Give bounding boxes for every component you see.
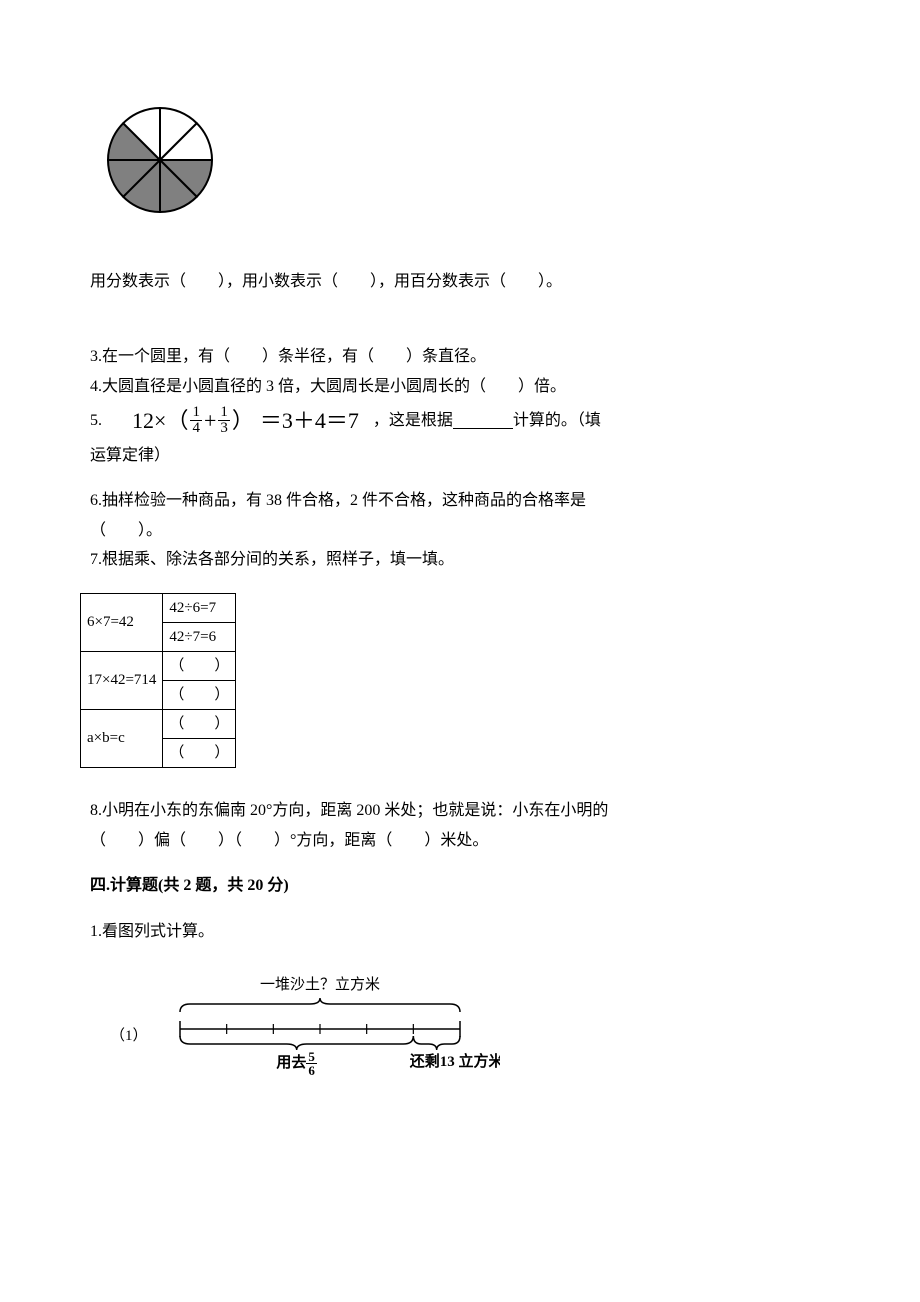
q5-suffix: ，这是根据 bbox=[373, 408, 453, 434]
q5-fraction-2: 1 3 bbox=[218, 405, 230, 436]
table-row: 17×42=714（ ） bbox=[81, 651, 236, 680]
q5-f1-num: 1 bbox=[190, 405, 202, 421]
question-3: 3.在一个圆里，有（ ）条半径，有（ ）条直径。 bbox=[90, 344, 830, 370]
table-row: 6×7=4242÷6=7 bbox=[81, 593, 236, 622]
q5-rparen: ） bbox=[232, 403, 254, 438]
table-cell: （ ） bbox=[163, 738, 236, 767]
question-6-line2: （ ）。 bbox=[90, 518, 830, 544]
table-cell: 6×7=42 bbox=[81, 593, 163, 651]
q5-eq: ＝3＋4＝7 bbox=[260, 403, 359, 438]
q5-f2-den: 3 bbox=[218, 421, 230, 436]
pie-chart-figure bbox=[100, 100, 830, 229]
q5-blank bbox=[453, 413, 513, 429]
q5-tail: 计算的。（填 bbox=[513, 408, 601, 434]
question-8-line2: （ ）偏（ ）（ ）°方向，距离（ ）米处。 bbox=[90, 828, 830, 854]
question-2-text: 用分数表示（ ），用小数表示（ ），用百分数表示（ ）。 bbox=[90, 269, 830, 295]
svg-text:还剩13 立方米: 还剩13 立方米 bbox=[409, 1052, 500, 1070]
sand-diagram-svg: 一堆沙土？立方米用去56还剩13 立方米 bbox=[160, 974, 500, 1084]
question-8-line1: 8.小明在小东的东偏南 20°方向，距离 200 米处；也就是说：小东在小明的 bbox=[90, 798, 830, 824]
q5-f1-den: 4 bbox=[190, 421, 202, 436]
table-cell: 42÷7=6 bbox=[163, 622, 236, 651]
table-cell: （ ） bbox=[163, 709, 236, 738]
q5-next-line: 运算定律） bbox=[90, 443, 830, 469]
table-row: a×b=c（ ） bbox=[81, 709, 236, 738]
q5-formula: 12× （ 1 4 + 1 3 ） ＝3＋4＝7 bbox=[132, 403, 359, 438]
question-4: 4.大圆直径是小圆直径的 3 倍，大圆周长是小圆周长的（ ）倍。 bbox=[90, 374, 830, 400]
sand-diagram: （1） 一堆沙土？立方米用去56还剩13 立方米 bbox=[160, 974, 830, 1093]
q5-prefix: 5. bbox=[90, 408, 118, 434]
question-5: 5. 12× （ 1 4 + 1 3 ） ＝3＋4＝7 ，这是根据 计算的。（填 bbox=[90, 403, 830, 438]
question-6-line1: 6.抽样检验一种商品，有 38 件合格，2 件不合格，这种商品的合格率是 bbox=[90, 488, 830, 514]
table-cell: （ ） bbox=[163, 680, 236, 709]
q5-lparen: （ bbox=[166, 403, 188, 438]
question-7: 7.根据乘、除法各部分间的关系，照样子，填一填。 bbox=[90, 547, 830, 573]
q5-f2-num: 1 bbox=[218, 405, 230, 421]
table-cell: （ ） bbox=[163, 651, 236, 680]
table-cell: a×b=c bbox=[81, 709, 163, 767]
calc-question-1: 1.看图列式计算。 bbox=[90, 919, 830, 945]
table-cell: 42÷6=7 bbox=[163, 593, 236, 622]
question-7-table: 6×7=4242÷6=742÷7=617×42=714（ ）（ ）a×b=c（ … bbox=[80, 593, 236, 768]
q5-a: 12× bbox=[132, 403, 166, 438]
section-4-title: 四.计算题(共 2 题，共 20 分) bbox=[90, 873, 830, 899]
diagram-number-label: （1） bbox=[110, 1024, 148, 1048]
q5-plus: + bbox=[204, 403, 216, 438]
q5-fraction-1: 1 4 bbox=[190, 405, 202, 436]
svg-text:一堆沙土？立方米: 一堆沙土？立方米 bbox=[260, 976, 380, 993]
pie-chart-svg bbox=[100, 100, 220, 220]
table-cell: 17×42=714 bbox=[81, 651, 163, 709]
